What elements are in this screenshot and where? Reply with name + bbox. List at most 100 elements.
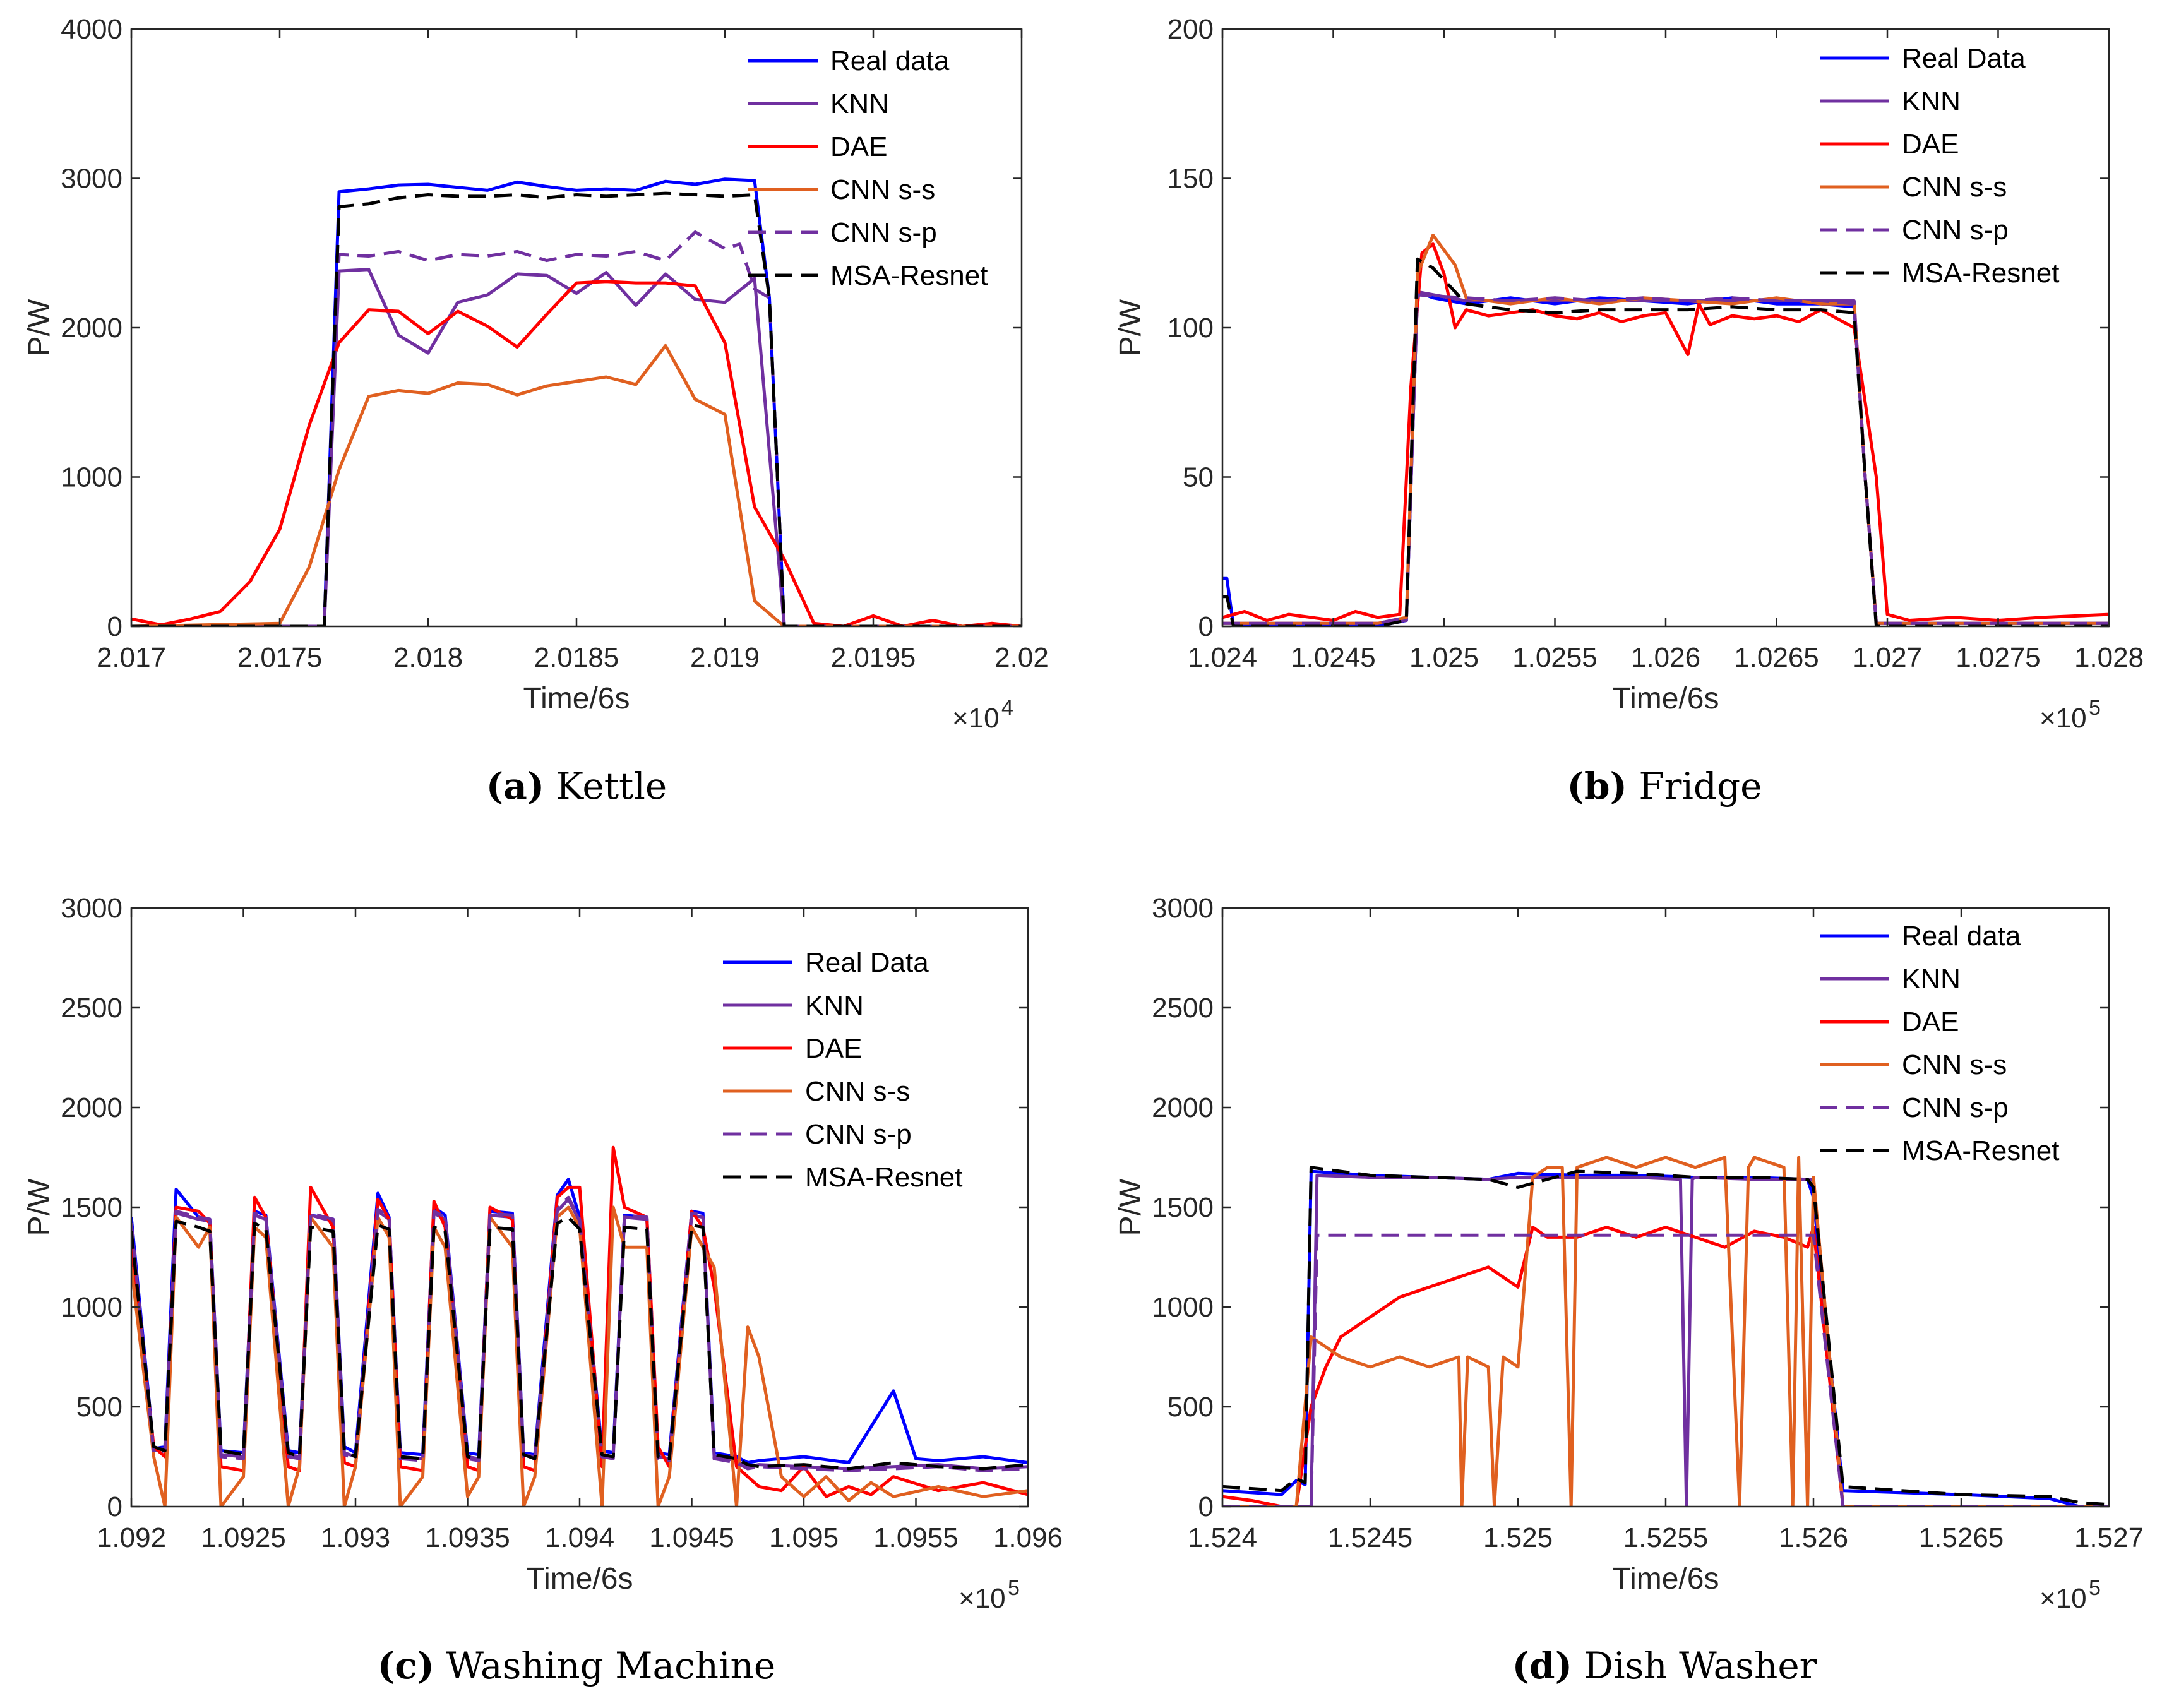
x-tick-label: 1.5245 — [1328, 1522, 1413, 1553]
y-tick-label: 0 — [107, 611, 122, 642]
x-tick-label: 2.017 — [97, 642, 166, 673]
series-line-dae — [1222, 1226, 2109, 1507]
x-tick-label: 2.0195 — [831, 642, 916, 673]
x-exponent-power: 4 — [1001, 696, 1013, 720]
y-axis-label: P/W — [23, 299, 56, 356]
y-tick-label: 3000 — [61, 164, 122, 194]
x-tick-label: 1.096 — [993, 1522, 1063, 1553]
chart-panel-1: 2.017 2.0175 2.018 2.0185 2.019 2.0195 2.02 0 10… — [23, 14, 1049, 808]
series-line-dae — [131, 280, 1022, 626]
x-axis-label: Time/6s — [1613, 1562, 1719, 1596]
x-tick-label: 1.028 — [2074, 642, 2144, 673]
legend-entry-real: Real data — [830, 45, 950, 76]
x-tick-label: 1.0265 — [1734, 642, 1819, 673]
panel-caption-name: Dish Washer — [1572, 1644, 1817, 1687]
y-tick-label: 50 — [1183, 462, 1214, 493]
y-tick-label: 3000 — [1152, 893, 1214, 924]
panel-caption-name: Kettle — [544, 765, 667, 808]
y-tick-label: 2500 — [1152, 993, 1214, 1024]
legend-entry-cnn_sp: CNN s-p — [805, 1119, 912, 1150]
y-tick-label: 1500 — [61, 1192, 122, 1223]
x-tick-label: 1.094 — [545, 1522, 614, 1553]
legend-entry-dae: DAE — [830, 131, 887, 162]
series-line-knn — [131, 268, 1022, 626]
y-tick-label: 1000 — [1152, 1292, 1214, 1323]
legend-entry-cnn_sp: CNN s-p — [1902, 215, 2009, 246]
x-exponent-power: 5 — [2089, 696, 2101, 720]
x-tick-label: 2.02 — [994, 642, 1049, 673]
x-tick-label: 1.092 — [97, 1522, 166, 1553]
series-group — [131, 177, 1022, 626]
panel-caption-letter: (d) — [1512, 1644, 1572, 1687]
x-exponent-label: ×10 — [2040, 1583, 2087, 1614]
plot-area — [1222, 908, 2109, 1507]
x-tick-label: 2.018 — [393, 642, 463, 673]
legend-entry-cnn_ss: CNN s-s — [830, 174, 935, 205]
plot-area — [1222, 29, 2109, 626]
x-tick-label: 1.5265 — [1919, 1522, 2004, 1553]
legend: Real Data KNN DAE CNN s-s CNN s-p MSA-Resnet — [723, 947, 962, 1193]
panel-caption-letter: (a) — [486, 765, 544, 808]
legend-entry-cnn_ss: CNN s-s — [1902, 172, 2007, 203]
y-axis-label: P/W — [1114, 1178, 1147, 1236]
panel-caption: (d) Dish Washer — [1512, 1644, 1817, 1687]
x-tick-label: 1.0275 — [1956, 642, 2041, 673]
legend: Real data KNN DAE CNN s-s CNN s-p MSA-Resnet — [1820, 921, 2059, 1166]
x-tick-label: 1.027 — [1853, 642, 1922, 673]
chart-panel-3: 1.092 1.0925 1.093 1.0935 1.094 1.0945 1.095 1.… — [23, 893, 1063, 1687]
x-tick-label: 1.0955 — [873, 1522, 959, 1553]
x-tick-label: 2.019 — [690, 642, 760, 673]
x-exponent-label: ×10 — [952, 703, 1000, 734]
y-tick-label: 2000 — [61, 1092, 122, 1123]
y-tick-label: 3000 — [61, 893, 122, 924]
chart-panel-4: 1.524 1.5245 1.525 1.5255 1.526 1.5265 1.527 0 5… — [1114, 893, 2144, 1687]
panel-caption-letter: (b) — [1567, 765, 1627, 808]
x-tick-label: 1.0935 — [425, 1522, 510, 1553]
panel-caption: (a) Kettle — [486, 765, 667, 808]
panel-caption: (c) Washing Machine — [378, 1644, 775, 1687]
x-tick-label: 1.525 — [1483, 1522, 1553, 1553]
x-axis-label: Time/6s — [523, 682, 630, 715]
legend-entry-msa: MSA-Resnet — [1902, 1135, 2059, 1166]
panel-caption-name: Fridge — [1627, 765, 1762, 808]
x-exponent-power: 5 — [1008, 1576, 1020, 1600]
legend-entry-knn: KNN — [1902, 86, 1961, 117]
y-axis-label: P/W — [23, 1178, 56, 1236]
series-group — [1222, 233, 2109, 626]
x-tick-label: 1.0245 — [1291, 642, 1376, 673]
y-tick-label: 100 — [1168, 313, 1214, 343]
legend-entry-dae: DAE — [805, 1033, 862, 1064]
legend-entry-knn: KNN — [830, 88, 889, 119]
series-line-msa — [1222, 1166, 2109, 1507]
y-tick-label: 500 — [1168, 1392, 1214, 1423]
legend-entry-dae: DAE — [1902, 129, 1959, 160]
y-tick-label: 150 — [1168, 164, 1214, 194]
legend-entry-real: Real Data — [805, 947, 929, 978]
legend-entry-dae: DAE — [1902, 1006, 1959, 1037]
y-tick-label: 1000 — [61, 1292, 122, 1323]
series-line-cnn_ss — [131, 1205, 1028, 1507]
x-tick-label: 1.093 — [321, 1522, 390, 1553]
y-tick-label: 0 — [1198, 611, 1214, 642]
x-tick-label: 1.024 — [1188, 642, 1257, 673]
x-tick-label: 2.0185 — [534, 642, 619, 673]
series-line-cnn_sp — [131, 1195, 1028, 1472]
x-axis-label: Time/6s — [527, 1562, 633, 1596]
x-exponent-power: 5 — [2089, 1576, 2101, 1600]
y-tick-label: 0 — [1198, 1491, 1214, 1522]
series-line-dae — [1222, 242, 2109, 622]
legend-entry-real: Real Data — [1902, 43, 2026, 74]
legend: Real Data KNN DAE CNN s-s CNN s-p MSA-Resnet — [1820, 43, 2059, 289]
x-tick-label: 2.0175 — [237, 642, 323, 673]
plot-area — [131, 908, 1028, 1507]
y-tick-label: 500 — [76, 1392, 122, 1423]
series-line-cnn_sp — [1222, 1233, 2109, 1507]
legend-entry-knn: KNN — [805, 990, 864, 1021]
series-line-cnn_sp — [131, 230, 1022, 626]
y-tick-label: 1500 — [1152, 1192, 1214, 1223]
panel-caption-letter: (c) — [378, 1644, 434, 1687]
x-exponent-label: ×10 — [959, 1583, 1006, 1614]
x-tick-label: 1.0925 — [201, 1522, 286, 1553]
x-tick-label: 1.527 — [2074, 1522, 2144, 1553]
